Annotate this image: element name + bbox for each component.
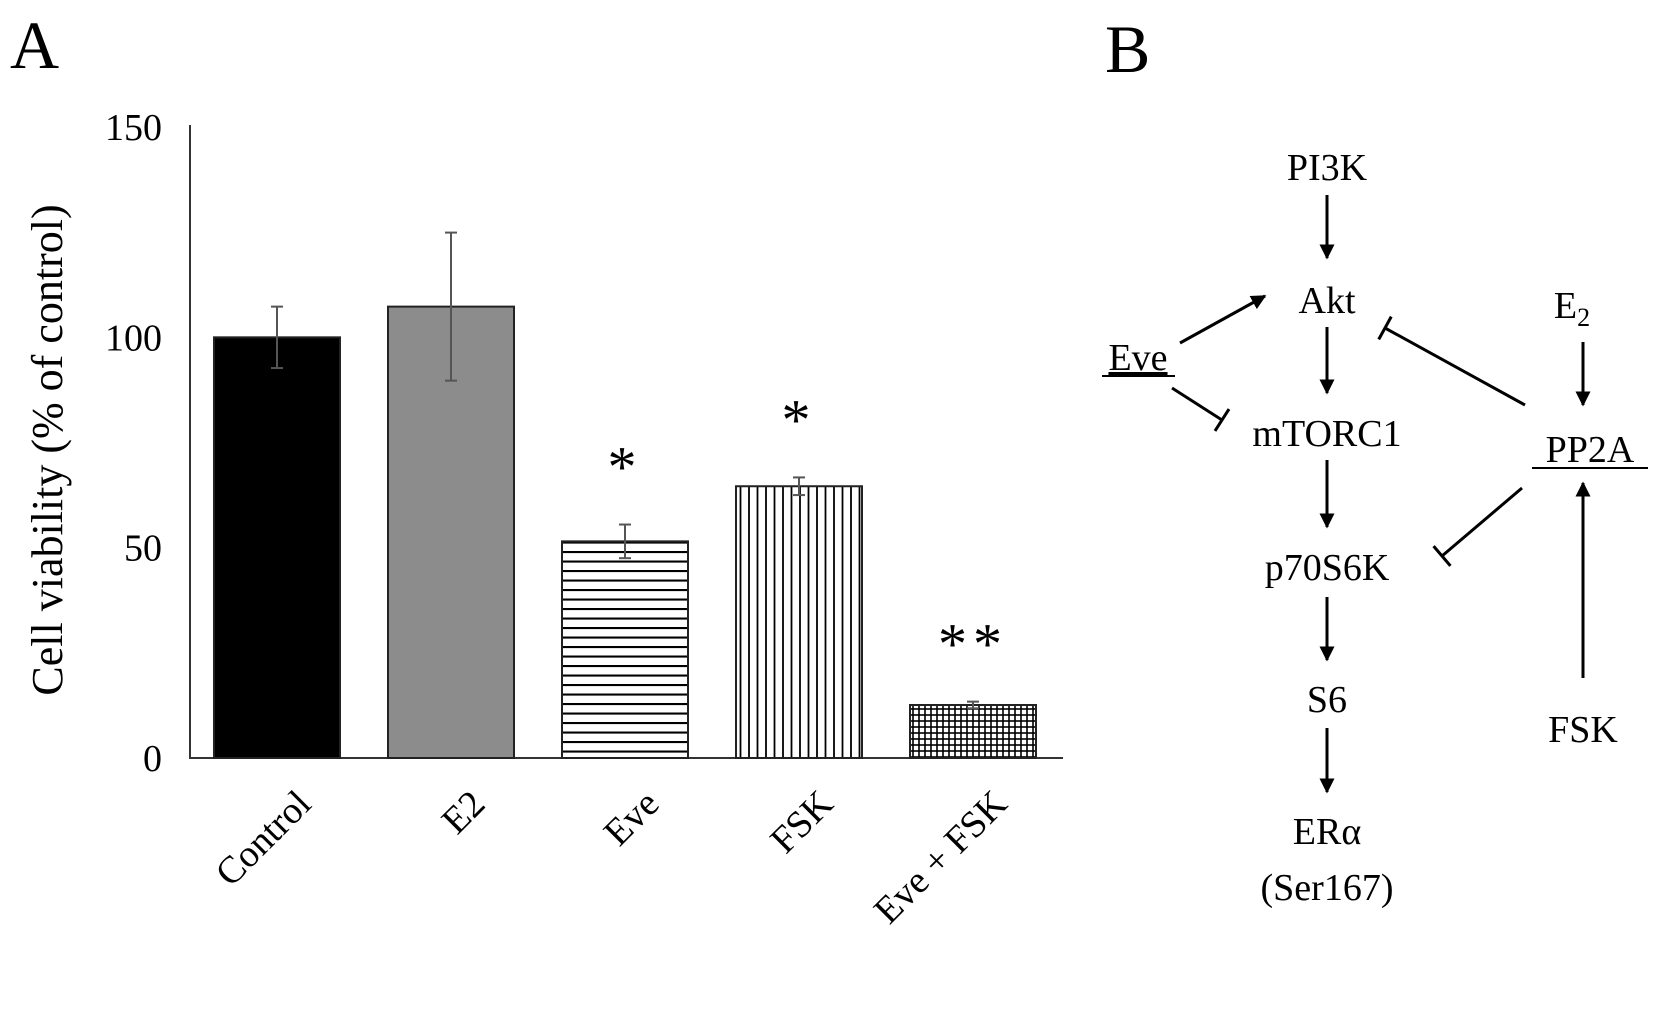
- bar-e2: [387, 305, 515, 759]
- y-tick-label: 50: [124, 528, 162, 570]
- node-p70s6k: p70S6K: [1265, 547, 1390, 589]
- inhibition-bar-icon: [1432, 545, 1452, 567]
- significance-marker: *: [782, 387, 817, 452]
- significance-marker: **: [938, 612, 1008, 677]
- x-tick-label: FSK: [762, 782, 841, 861]
- bar-control: [213, 336, 341, 759]
- x-tick-label: Eve: [596, 783, 667, 854]
- x-tick-label: Eve + FSK: [866, 782, 1016, 932]
- y-tick-label: 150: [105, 107, 162, 149]
- pathway-diagram: PI3K Akt mTORC1 p70S6K S6 ERα (Ser167) E…: [1102, 147, 1648, 909]
- node-fsk: FSK: [1548, 709, 1618, 751]
- y-tick-label: 100: [105, 317, 162, 359]
- node-pp2a: PP2A: [1546, 429, 1635, 471]
- significance-marker: *: [608, 435, 643, 500]
- node-era: ERα: [1293, 811, 1362, 853]
- panel-label-a: A: [10, 7, 59, 83]
- x-tick-label: Control: [208, 783, 320, 895]
- node-mtorc1: mTORC1: [1252, 413, 1401, 455]
- node-ser167: (Ser167): [1261, 867, 1394, 909]
- inhibition-bar-icon: [1377, 315, 1393, 341]
- y-axis-label: Cell viability (% of control): [23, 204, 72, 695]
- node-s6: S6: [1307, 679, 1347, 721]
- x-tick-label: E2: [434, 783, 494, 843]
- node-pi3k: PI3K: [1287, 147, 1368, 189]
- bar-eve-fsk: [909, 703, 1037, 759]
- panel-label-b: B: [1105, 11, 1150, 87]
- edge-pp2a-to-akt-inhibition: [1384, 326, 1526, 407]
- node-eve: Eve: [1108, 337, 1167, 379]
- edge-eve-to-akt-activation: [1179, 294, 1267, 345]
- node-akt: Akt: [1299, 280, 1356, 322]
- edge-pp2a-to-p70s6k-inhibition: [1441, 486, 1523, 558]
- bar-eve: [561, 540, 689, 760]
- edge-eve-to-mtorc1-inhibition: [1171, 386, 1223, 422]
- bar-fsk: [735, 485, 863, 759]
- node-e2: E2: [1554, 285, 1590, 332]
- inhibition-bar-icon: [1213, 408, 1231, 432]
- y-tick-label: 0: [143, 738, 162, 780]
- bar-chart: Cell viability (% of control) 050100150 …: [23, 107, 1063, 932]
